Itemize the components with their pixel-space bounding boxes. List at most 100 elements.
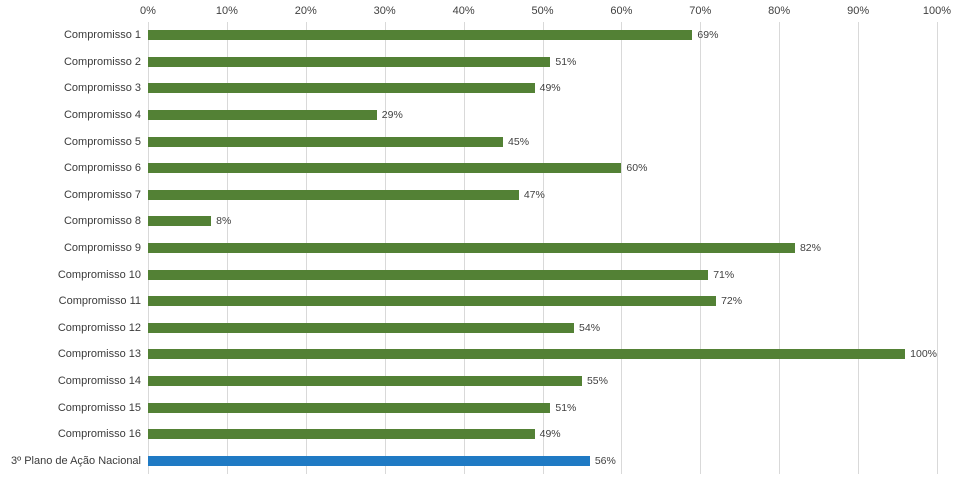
value-label: 56%	[594, 454, 616, 467]
category-label: Compromisso 6	[63, 162, 141, 175]
bar-track: 49%	[148, 421, 937, 448]
category-label: Compromisso 11	[58, 295, 141, 308]
bar	[148, 429, 535, 440]
bar-track: 8%	[148, 208, 937, 235]
chart-row: Compromisso 7 47%	[0, 182, 937, 209]
chart-row: Compromisso 6 60%	[0, 155, 937, 182]
bar-track: 49%	[148, 75, 937, 102]
category-label: Compromisso 16	[57, 428, 141, 441]
category-label: Compromisso 4	[63, 109, 141, 122]
x-tick-label: 50%	[531, 5, 554, 17]
value-label: 55%	[586, 375, 608, 388]
category-label: Compromisso 2	[63, 55, 141, 68]
bar	[148, 83, 535, 94]
value-label: 45%	[508, 135, 530, 148]
bar-track: 82%	[148, 235, 937, 262]
category-label: Compromisso 1	[63, 29, 141, 42]
chart-row: Compromisso 10 71%	[0, 261, 937, 288]
value-label: 100%	[910, 348, 937, 361]
chart-row: Compromisso 1 69%	[0, 22, 937, 49]
chart-row: Compromisso 11 72%	[0, 288, 937, 315]
category-label: Compromisso 5	[63, 135, 141, 148]
bar	[148, 216, 212, 227]
bar	[148, 376, 582, 387]
bar	[148, 349, 906, 360]
bar-track: 51%	[148, 49, 937, 76]
value-label: 51%	[555, 55, 577, 68]
value-label: 8%	[216, 215, 232, 228]
category-label: Compromisso 14	[57, 375, 141, 388]
bar	[148, 110, 377, 121]
chart-row: Compromisso 5 45%	[0, 128, 937, 155]
chart-row: Compromisso 8 8%	[0, 208, 937, 235]
chart-row: Compromisso 12 54%	[0, 315, 937, 342]
value-label: 71%	[713, 268, 735, 281]
chart-row: Compromisso 16 49%	[0, 421, 937, 448]
x-axis: 0% 10% 20% 30% 40% 50% 60% 70% 80% 90% 100%	[140, 0, 951, 22]
chart-row: 3º Plano de Ação Nacional 56%	[0, 448, 937, 475]
bar-track: 47%	[148, 182, 937, 209]
bar	[148, 56, 551, 67]
value-label: 60%	[626, 162, 648, 175]
chart-row: Compromisso 15 51%	[0, 394, 937, 421]
x-tick-label: 10%	[215, 5, 238, 17]
x-tick-label: 100%	[922, 5, 952, 17]
bar	[148, 455, 590, 466]
x-tick-label: 40%	[452, 5, 475, 17]
bar	[148, 30, 693, 41]
bar	[148, 296, 717, 307]
chart-row: Compromisso 9 82%	[0, 235, 937, 262]
category-label: Compromisso 3	[63, 82, 141, 95]
bar	[148, 136, 504, 147]
x-tick-label: 70%	[689, 5, 712, 17]
chart-row: Compromisso 4 29%	[0, 102, 937, 129]
category-label: Compromisso 7	[63, 188, 141, 201]
bar	[148, 189, 519, 200]
x-tick-label: 90%	[847, 5, 870, 17]
x-tick-label: 60%	[610, 5, 633, 17]
category-label: Compromisso 8	[63, 215, 141, 228]
bar-track: 56%	[148, 448, 937, 475]
value-label: 54%	[579, 321, 601, 334]
value-label: 49%	[539, 82, 561, 95]
bar-track: 45%	[148, 128, 937, 155]
value-label: 51%	[555, 401, 577, 414]
bar-track: 60%	[148, 155, 937, 182]
bar	[148, 402, 551, 413]
bar-track: 72%	[148, 288, 937, 315]
chart-row: Compromisso 14 55%	[0, 368, 937, 395]
x-tick-label: 30%	[373, 5, 396, 17]
value-label: 47%	[523, 188, 545, 201]
bar-track: 54%	[148, 315, 937, 342]
x-tick-label: 80%	[768, 5, 791, 17]
value-label: 29%	[381, 109, 403, 122]
category-label: Compromisso 12	[57, 321, 141, 334]
category-label: Compromisso 10	[57, 268, 141, 281]
gridline	[937, 22, 938, 474]
rows: Compromisso 1 69% Compromisso 2 51% Compromi…	[0, 22, 937, 474]
bar-track: 69%	[148, 22, 937, 49]
value-label: 49%	[539, 428, 561, 441]
bar-track: 71%	[148, 261, 937, 288]
bar	[148, 163, 622, 174]
gridline	[858, 22, 860, 474]
x-tick-label: 20%	[294, 5, 317, 17]
category-label: Compromisso 13	[57, 348, 141, 361]
chart-row: Compromisso 3 49%	[0, 75, 937, 102]
category-label: Compromisso 15	[57, 401, 141, 414]
bar-track: 55%	[148, 368, 937, 395]
chart-row: Compromisso 13 100%	[0, 341, 937, 368]
chart-row: Compromisso 2 51%	[0, 49, 937, 76]
value-label: 72%	[721, 295, 743, 308]
bar	[148, 243, 795, 254]
bar-track: 100%	[148, 341, 937, 368]
category-label: 3º Plano de Ação Nacional	[11, 454, 141, 467]
bar	[148, 269, 709, 280]
x-tick-label: 0%	[140, 5, 156, 17]
category-label: Compromisso 9	[63, 242, 141, 255]
bar-track: 51%	[148, 394, 937, 421]
value-label: 69%	[697, 29, 719, 42]
bar	[148, 322, 575, 333]
bar-track: 29%	[148, 102, 937, 129]
